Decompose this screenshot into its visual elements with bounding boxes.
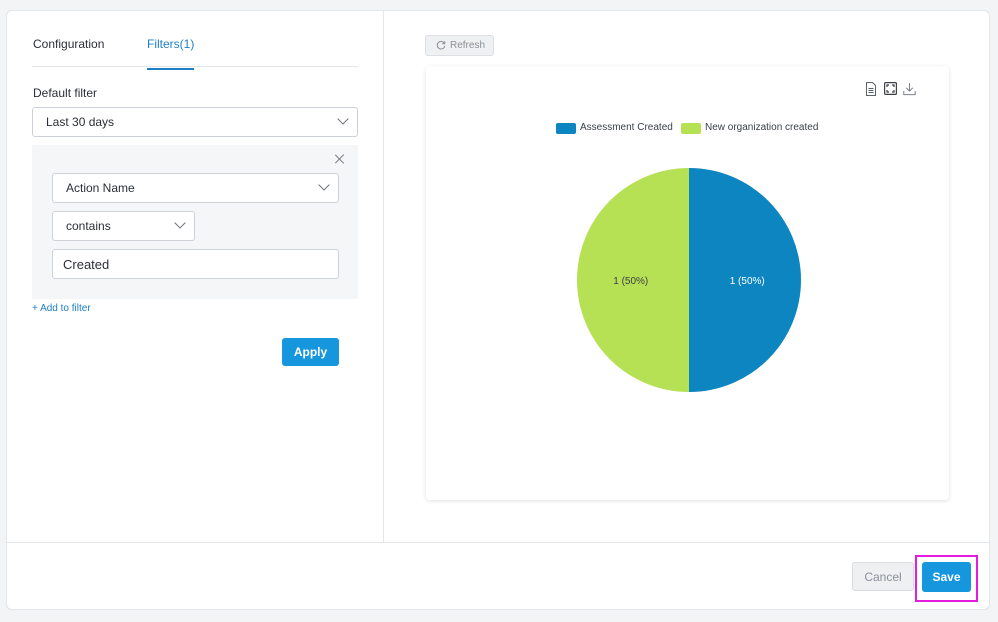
save-highlight-frame: Save [915, 555, 978, 602]
fullscreen-icon[interactable] [884, 82, 897, 95]
chart-toolbar [865, 82, 917, 98]
filter-value-input[interactable] [52, 249, 339, 279]
document-icon[interactable] [865, 82, 877, 96]
period-select-value: Last 30 days [46, 115, 115, 129]
field-select-value: Action Name [66, 181, 135, 195]
preview-panel: Refresh Assessmen [385, 11, 991, 542]
settings-panel: Configuration Filters(1) Default filter … [7, 11, 384, 542]
pie-slice-1[interactable] [577, 168, 689, 392]
widget-editor: Configuration Filters(1) Default filter … [6, 10, 990, 610]
tab-configuration[interactable]: Configuration [33, 37, 105, 51]
period-select[interactable]: Last 30 days [32, 107, 358, 137]
dialog-footer: Cancel Save [7, 542, 989, 610]
cancel-button[interactable]: Cancel [852, 562, 914, 591]
chart-card: Assessment Created New organization crea… [426, 66, 949, 500]
pie-chart: 1 (50%) 1 (50%) [577, 168, 801, 392]
pie-slice-label-0: 1 (50%) [730, 276, 765, 287]
apply-button[interactable]: Apply [282, 338, 339, 366]
legend-swatch [681, 123, 701, 134]
field-select[interactable]: Action Name [52, 173, 339, 203]
pie-slice-label-1: 1 (50%) [613, 276, 648, 287]
download-icon[interactable] [903, 82, 916, 96]
legend-label: Assessment Created [580, 122, 673, 133]
tab-bar: Configuration Filters(1) [32, 33, 358, 70]
refresh-icon [436, 40, 446, 50]
operator-select[interactable]: contains [52, 211, 195, 241]
pie-slice-0[interactable] [689, 168, 801, 392]
legend-swatch [556, 123, 576, 134]
refresh-button[interactable]: Refresh [425, 35, 494, 56]
chevron-down-icon [337, 113, 349, 125]
add-filter-link[interactable]: + Add to filter [32, 303, 91, 314]
filter-rule-box: Action Name contains [32, 145, 358, 299]
close-icon[interactable] [334, 153, 346, 165]
chevron-down-icon [318, 179, 330, 191]
operator-select-value: contains [66, 219, 111, 233]
refresh-label: Refresh [450, 40, 486, 51]
legend-label: New organization created [705, 122, 819, 133]
chevron-down-icon [174, 217, 186, 229]
save-button[interactable]: Save [922, 562, 971, 592]
default-filter-label: Default filter [33, 86, 98, 100]
tab-filters[interactable]: Filters(1) [147, 37, 195, 70]
